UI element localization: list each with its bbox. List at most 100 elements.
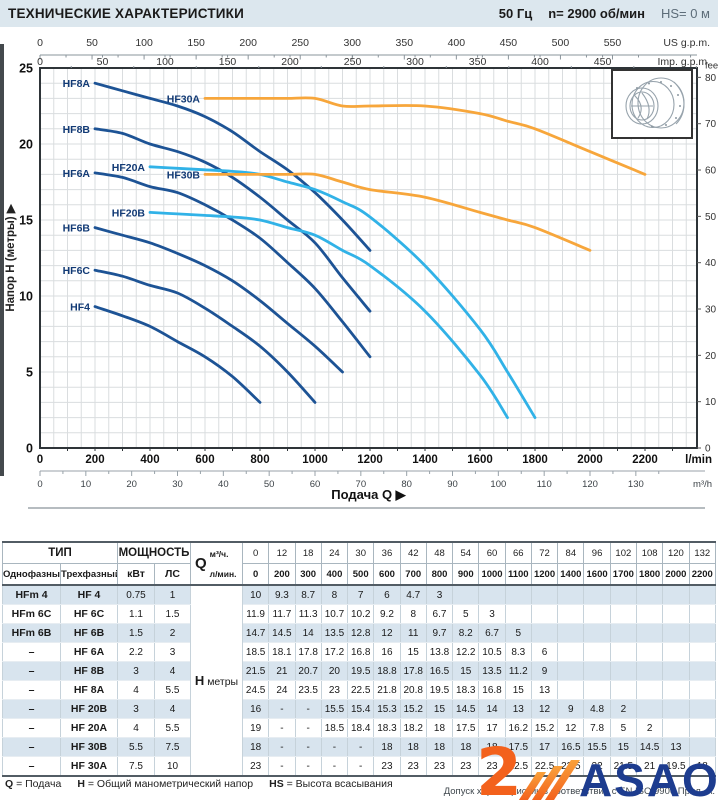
head-value: 18 — [373, 737, 401, 757]
head-value — [609, 623, 637, 643]
header-bar: ТЕХНИЧЕСКИЕ ХАРАКТЕРИСТИКИ 50 Гц n= 2900… — [0, 0, 718, 27]
head-value: 6 — [530, 642, 559, 662]
svg-text:l/min: l/min — [685, 454, 712, 466]
head-value: 11.2 — [504, 661, 532, 681]
power-kw: 3 — [117, 661, 155, 681]
svg-text:200: 200 — [281, 56, 299, 68]
type-header: ТИП — [2, 541, 118, 564]
table-row: – HF 30B 5.5 7.5 18- - - -18 18 18 18 18 17.5 17 16.5 1… — [2, 737, 717, 757]
head-value: 19.5 — [662, 756, 690, 777]
head-value — [452, 584, 480, 605]
suction-head-value: HS= 0 м — [660, 6, 710, 21]
model-single-phase: – — [2, 718, 61, 738]
head-value: 17.5 — [452, 718, 480, 738]
head-value — [583, 661, 611, 681]
svg-text:450: 450 — [500, 37, 518, 49]
q-value-lmin: 2200 — [688, 563, 717, 586]
model-three-phase: HF 30B — [60, 737, 118, 757]
legend-item: HS = Высота всасывания — [269, 778, 393, 790]
q-value-lmin: 2000 — [662, 563, 690, 586]
head-value: 10 — [241, 584, 270, 605]
frequency-value: 50 Гц — [498, 6, 533, 21]
head-value: 11.7 — [268, 604, 296, 624]
head-value: 18.2 — [399, 718, 427, 738]
q-value-m3h: 66 — [504, 541, 532, 564]
head-value — [635, 699, 664, 719]
head-value — [662, 699, 690, 719]
head-value: 16.5 — [557, 737, 585, 757]
speed-value: n= 2900 об/мин — [548, 6, 645, 21]
power-hp: 4 — [154, 661, 191, 681]
q-value-lmin: 1100 — [504, 563, 532, 586]
head-value — [609, 642, 637, 662]
q-value-m3h: 108 — [635, 541, 664, 564]
head-value — [557, 623, 585, 643]
head-value: - — [347, 756, 375, 777]
table-row: – HF 8A 4 5.5 24.5 24 23.5 23 22.5 21.8 20.8 19.5 18… — [2, 680, 717, 700]
model-three-phase: HF 8A — [60, 680, 118, 700]
head-value: 11.3 — [294, 604, 322, 624]
head-value — [688, 604, 717, 624]
impeller-image — [611, 69, 693, 139]
svg-text:120: 120 — [582, 479, 598, 490]
head-value: 13.5 — [478, 661, 506, 681]
curve-HF6C — [93, 268, 317, 404]
head-value: 7.8 — [583, 718, 611, 738]
pump-curves-chart: 0 50 100 150 200 250 300 350 400 450 500 550 US g.p.… — [5, 37, 718, 509]
power-hp: 1.5 — [154, 604, 191, 624]
svg-text:10: 10 — [19, 290, 33, 304]
svg-text:400: 400 — [448, 37, 466, 49]
svg-text:200: 200 — [239, 37, 257, 49]
head-value: 7 — [347, 584, 375, 605]
q-value-lmin: 0 — [241, 563, 270, 586]
head-value — [478, 584, 506, 605]
svg-text:HF30A: HF30A — [167, 93, 201, 105]
model-single-phase: – — [2, 680, 61, 700]
head-value: 22.5 — [347, 680, 375, 700]
head-value: 4.8 — [583, 699, 611, 719]
q-value-lmin: 300 — [294, 563, 322, 586]
head-value: 13 — [662, 737, 690, 757]
head-value: 15 — [504, 680, 532, 700]
svg-text:Напор H (метры) ▶: Напор H (метры) ▶ — [5, 203, 17, 311]
svg-text:HF30B: HF30B — [167, 169, 201, 181]
head-value — [583, 584, 611, 605]
head-value: 12.2 — [452, 642, 480, 662]
head-value: 18.1 — [268, 642, 296, 662]
svg-text:100: 100 — [490, 479, 506, 490]
head-value: 21.5 — [241, 661, 270, 681]
head-value — [688, 642, 717, 662]
power-hp: 10 — [154, 756, 191, 777]
head-value: 19.5 — [347, 661, 375, 681]
svg-text:150: 150 — [219, 56, 237, 68]
head-value: 23 — [399, 756, 427, 777]
head-value — [688, 661, 717, 681]
legend-item: H = Общий манометрический напор — [77, 778, 254, 790]
svg-text:1600: 1600 — [467, 454, 493, 466]
head-value: - — [320, 737, 349, 757]
head-value — [662, 718, 690, 738]
table-row: – HF 20A 4 5.5 19- -18.5 18.4 18.3 18.2 18 17.5 17 1… — [2, 718, 717, 738]
curve-HF30B — [203, 172, 592, 252]
table-row: – HF 8B 3 4 21.5 21 20.7 20 19.5 18.8 17.8 16.5 15 13… — [2, 661, 717, 681]
model-three-phase: HF 8B — [60, 661, 118, 681]
svg-text:0: 0 — [37, 56, 43, 68]
head-value: 17.5 — [504, 737, 532, 757]
power-kw: 4 — [117, 718, 155, 738]
svg-text:20: 20 — [705, 351, 717, 362]
power-hp: 3 — [154, 642, 191, 662]
svg-text:5: 5 — [26, 366, 33, 380]
svg-text:30: 30 — [705, 305, 717, 316]
head-value — [530, 604, 559, 624]
head-value: - — [268, 737, 296, 757]
table-row: –HF 30A7.51023----232323232322.522.522.5… — [2, 756, 717, 777]
svg-text:50: 50 — [264, 479, 275, 490]
head-value: 15 — [399, 642, 427, 662]
power-hp: 4 — [154, 699, 191, 719]
svg-text:300: 300 — [343, 37, 361, 49]
head-value: - — [268, 699, 296, 719]
power-hp: 1 — [154, 584, 191, 605]
head-value: 24.5 — [241, 680, 270, 700]
svg-text:m³/h: m³/h — [693, 479, 712, 490]
head-value — [609, 584, 637, 605]
